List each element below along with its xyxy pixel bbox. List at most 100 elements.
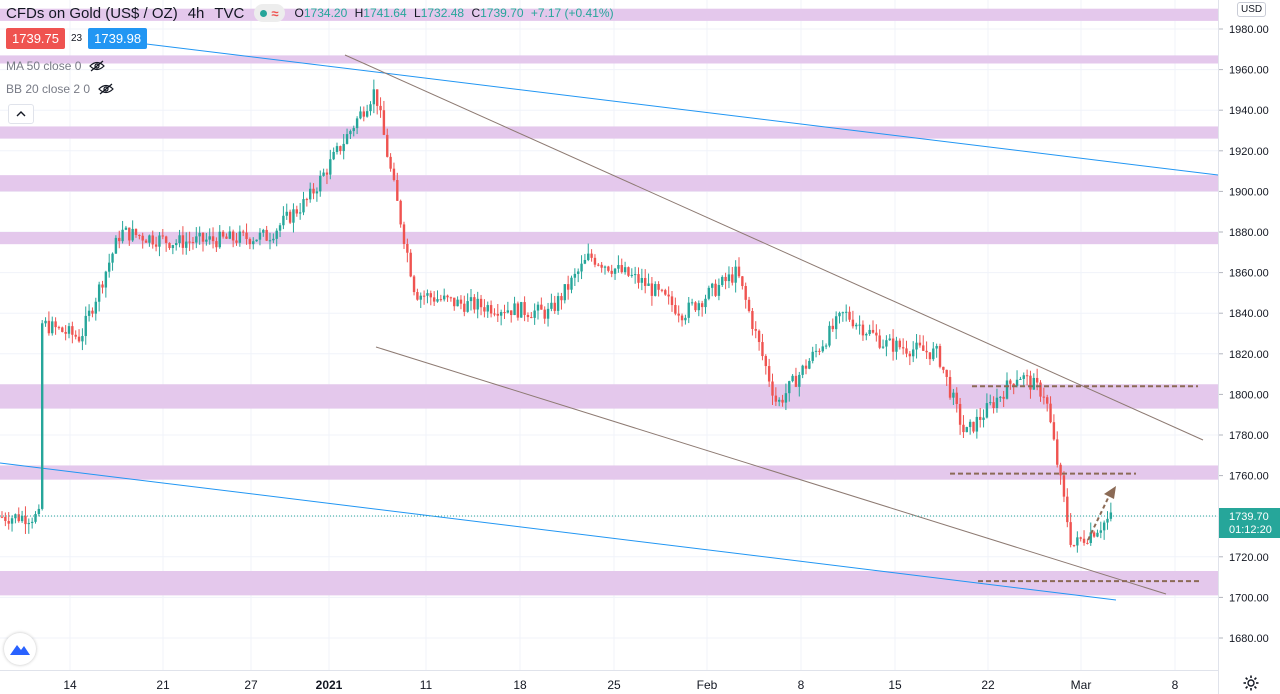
candle-body	[118, 237, 121, 242]
candle-body	[282, 215, 285, 226]
time-tick-label: 15	[888, 678, 902, 692]
gear-icon[interactable]	[1243, 675, 1259, 691]
candle-body	[185, 241, 188, 248]
currency-button[interactable]: USD	[1237, 2, 1267, 17]
candle-body	[188, 241, 191, 243]
candle-body	[818, 350, 821, 352]
candle-body	[406, 243, 409, 253]
hidden-eye-icon[interactable]	[98, 83, 114, 95]
candle-body	[275, 230, 278, 239]
candle-body	[952, 392, 955, 398]
candle-body	[114, 237, 118, 254]
time-tick-label: 22	[981, 678, 995, 692]
candle-body	[757, 330, 761, 343]
candle-body	[935, 346, 938, 349]
candle-body	[858, 324, 861, 326]
candle-body	[168, 242, 171, 249]
current-price-label: 1739.70 01:12:20	[1219, 508, 1280, 538]
sell-button[interactable]: 1739.75	[6, 28, 65, 49]
candle-body	[999, 396, 1002, 398]
indicator-bb-label[interactable]: BB 20 close 2 0	[6, 82, 91, 96]
price-tick-label: 1760.00	[1229, 471, 1269, 483]
candle-body	[1046, 397, 1049, 404]
candle-body	[1066, 496, 1069, 523]
price-tick-label: 1900.00	[1229, 186, 1269, 198]
candle-body	[583, 259, 587, 264]
candle-body	[680, 315, 684, 321]
candle-body	[580, 263, 583, 272]
candle-body	[24, 515, 27, 525]
candle-body	[593, 257, 597, 265]
indicator-ma-label[interactable]: MA 50 close 0	[6, 59, 82, 73]
candle-body	[670, 296, 674, 306]
time-tick-label: 18	[513, 678, 527, 692]
candle-body	[503, 312, 506, 314]
candle-body	[650, 283, 654, 296]
bar-countdown: 01:12:20	[1229, 524, 1272, 536]
collapse-legend-button[interactable]	[8, 104, 34, 124]
candle-body	[47, 320, 51, 334]
candle-body	[258, 232, 262, 240]
candle-body	[975, 416, 979, 432]
candle-body	[968, 421, 972, 428]
candle-body	[181, 235, 185, 248]
candle-body	[700, 303, 704, 308]
candle-body	[349, 131, 352, 135]
trend-lines	[0, 41, 1219, 601]
candle-body	[751, 311, 754, 329]
symbol-name[interactable]: CFDs on Gold (US$ / OZ)	[6, 4, 178, 22]
candle-body	[54, 321, 57, 328]
candle-body	[379, 105, 382, 111]
candle-body	[905, 348, 908, 354]
candle-body	[359, 111, 362, 119]
candle-body	[148, 235, 151, 243]
indicator-bb-row[interactable]: BB 20 close 2 0	[6, 82, 114, 96]
candle-body	[938, 346, 942, 367]
candle-body	[422, 295, 426, 297]
candle-body	[771, 381, 774, 396]
tradingview-logo[interactable]	[4, 633, 36, 665]
candle-body	[345, 134, 349, 144]
buy-button[interactable]: 1739.98	[88, 28, 148, 49]
candle-body	[456, 299, 459, 307]
candle-body	[737, 266, 741, 277]
time-tick-label: Mar	[1071, 678, 1092, 692]
candle-body	[376, 89, 379, 106]
candle-body	[171, 245, 175, 249]
indicator-ma-row[interactable]: MA 50 close 0	[6, 59, 106, 73]
candle-body	[211, 236, 215, 242]
candle-body	[617, 265, 620, 269]
candle-body	[396, 180, 399, 201]
candle-body	[510, 310, 513, 316]
candle-body	[965, 427, 968, 433]
candle-body	[231, 231, 235, 241]
candle-body	[1002, 396, 1005, 399]
time-tick-label: 8	[1172, 678, 1179, 692]
market-status-badge[interactable]: ≈	[254, 4, 285, 22]
candlesticks	[0, 79, 1113, 553]
hidden-eye-icon[interactable]	[89, 60, 106, 72]
candle-body	[483, 307, 486, 312]
interval-label[interactable]: 4h	[187, 4, 205, 22]
candle-body	[721, 276, 724, 286]
candle-body	[446, 295, 449, 298]
candle-body	[225, 236, 228, 239]
resistance-zones	[0, 8, 1218, 596]
candle-body	[392, 168, 396, 181]
candle-body	[20, 515, 24, 522]
candle-body	[647, 283, 650, 286]
candle-body	[1025, 375, 1029, 377]
candle-body	[399, 200, 402, 225]
candle-body	[1076, 537, 1079, 546]
candle-body	[727, 274, 731, 282]
tradingview-logo-icon	[10, 645, 30, 655]
candle-body	[1102, 522, 1106, 531]
candle-body	[94, 301, 97, 314]
candle-body	[67, 326, 71, 334]
market-open-dot	[260, 9, 268, 17]
candle-body	[912, 349, 915, 357]
time-axis: 14 21 27 2021 11 18 25 Feb 8 15 22 Mar 8	[63, 678, 1178, 692]
candle-body	[654, 284, 657, 296]
time-tick-label: 27	[244, 678, 258, 692]
